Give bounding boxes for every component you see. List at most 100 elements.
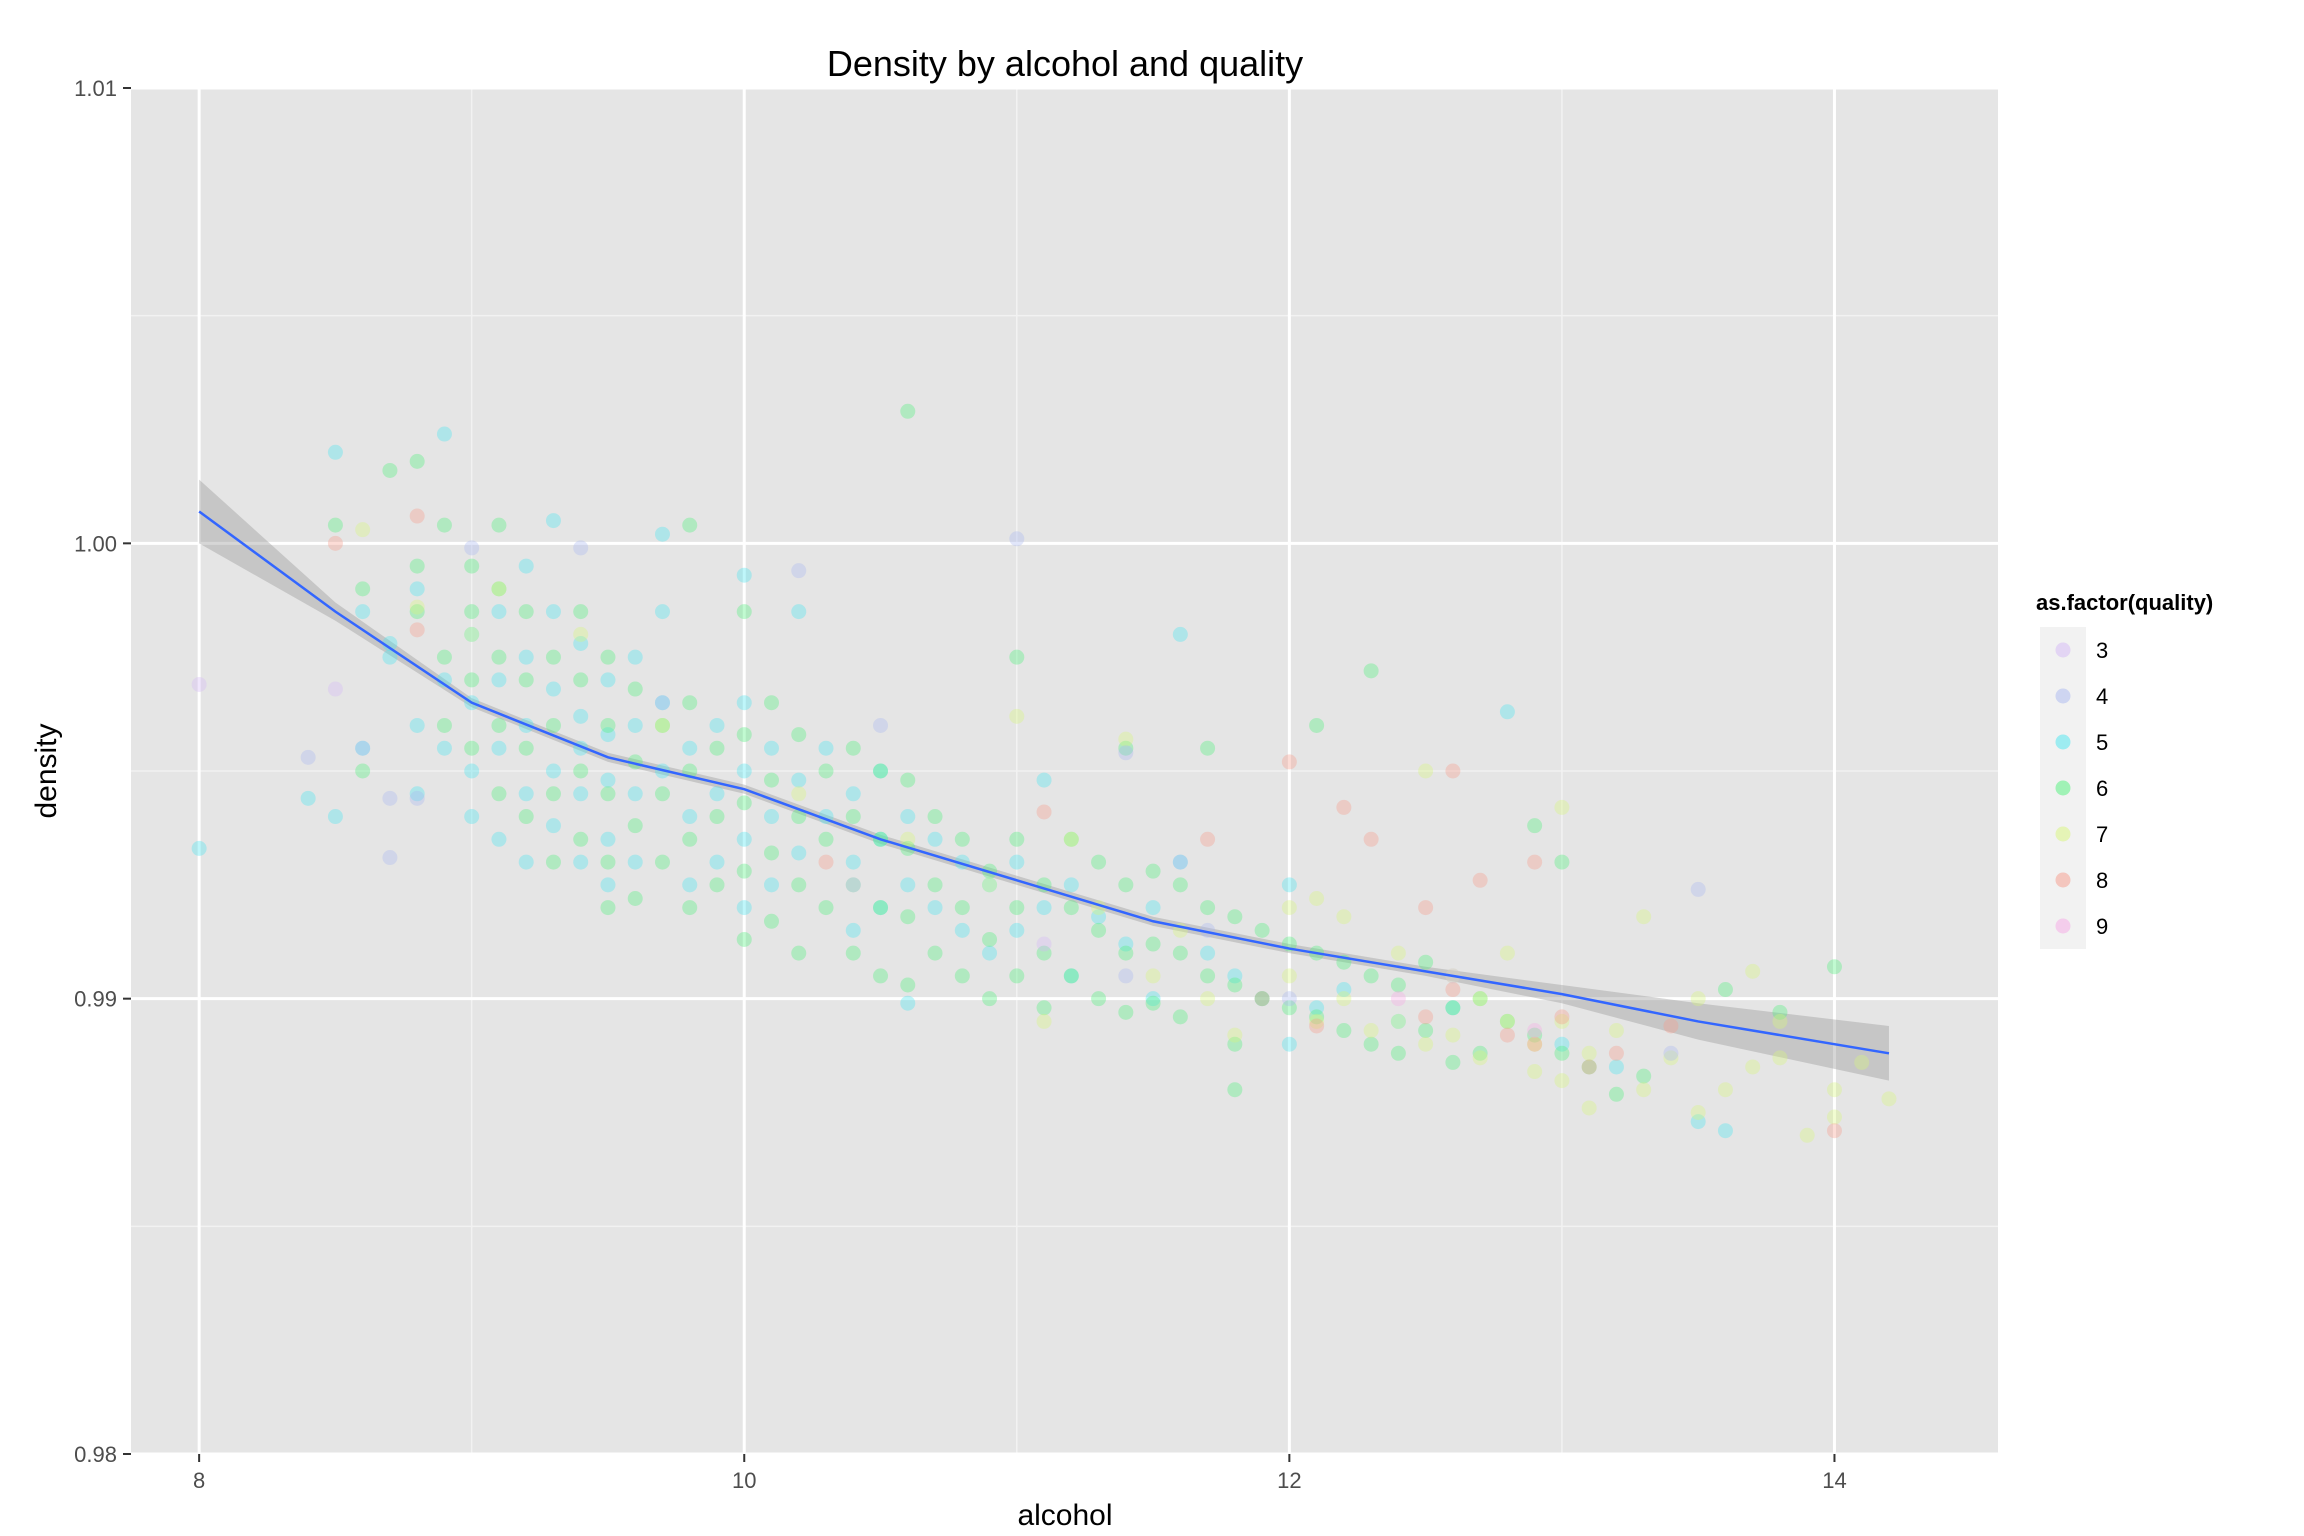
legend-key-8 [2055, 872, 2071, 888]
point-quality-6 [1636, 1068, 1652, 1084]
point-quality-8 [1281, 754, 1297, 770]
point-quality-5 [791, 845, 807, 861]
point-quality-5 [1390, 1013, 1406, 1029]
point-quality-7 [1390, 1013, 1406, 1029]
point-quality-7 [1636, 909, 1652, 925]
point-quality-6 [736, 795, 752, 811]
point-quality-6 [927, 809, 943, 825]
point-quality-8 [1527, 854, 1543, 870]
point-quality-7 [1745, 1059, 1761, 1075]
point-quality-6 [1091, 854, 1107, 870]
point-quality-6 [1118, 877, 1134, 893]
point-quality-6 [518, 740, 534, 756]
point-quality-7 [464, 626, 480, 642]
axes: 0.98 0.99 1.00 1.01 8 10 12 14 [74, 76, 1847, 1493]
point-quality-6 [654, 786, 670, 802]
point-quality-8 [409, 622, 425, 638]
legend-label-4: 4 [2096, 684, 2108, 709]
point-quality-5 [327, 444, 343, 460]
smooth-confidence-band [199, 479, 1889, 1081]
point-quality-6 [654, 854, 670, 870]
point-quality-8 [1499, 1027, 1515, 1043]
point-quality-6 [791, 945, 807, 961]
point-quality-4 [654, 695, 670, 711]
point-quality-6 [573, 763, 589, 779]
point-quality-6 [1036, 945, 1052, 961]
point-quality-9 [1527, 1023, 1543, 1039]
point-quality-7 [1390, 945, 1406, 961]
point-quality-7 [1063, 831, 1079, 847]
point-quality-5 [736, 831, 752, 847]
point-quality-6 [1227, 1036, 1243, 1052]
point-quality-6 [736, 604, 752, 620]
point-quality-5 [600, 772, 616, 788]
point-quality-6 [818, 900, 834, 916]
point-quality-6 [491, 517, 507, 533]
point-quality-5 [1499, 704, 1515, 720]
point-quality-6 [1472, 1045, 1488, 1061]
point-quality-4 [1663, 1045, 1679, 1061]
point-quality-5 [627, 786, 643, 802]
point-quality-6 [1363, 1036, 1379, 1052]
point-quality-8 [1663, 1018, 1679, 1034]
point-quality-7 [1036, 1013, 1052, 1029]
point-quality-6 [873, 763, 889, 779]
point-quality-6 [736, 931, 752, 947]
point-quality-6 [1172, 945, 1188, 961]
point-quality-6 [600, 900, 616, 916]
point-quality-5 [573, 786, 589, 802]
point-quality-5 [845, 854, 861, 870]
point-quality-6 [355, 581, 371, 597]
point-quality-5 [1281, 877, 1297, 893]
point-quality-5 [1717, 1123, 1733, 1139]
point-quality-5 [873, 763, 889, 779]
point-quality-7 [1281, 900, 1297, 916]
point-quality-6 [682, 517, 698, 533]
point-quality-6 [436, 649, 452, 665]
point-quality-5 [382, 649, 398, 665]
legend-key-7 [2055, 826, 2071, 842]
point-quality-6 [1200, 968, 1216, 984]
data-points [191, 403, 1897, 1143]
point-quality-8 [1581, 1059, 1597, 1075]
point-quality-5 [845, 786, 861, 802]
legend-label-6: 6 [2096, 776, 2108, 801]
point-quality-6 [518, 672, 534, 688]
point-quality-4 [464, 540, 480, 556]
point-quality-6 [573, 672, 589, 688]
point-quality-4 [1118, 968, 1134, 984]
point-quality-7 [1200, 991, 1216, 1007]
point-quality-6 [791, 727, 807, 743]
y-tick-label: 1.01 [74, 76, 117, 101]
point-quality-6 [1254, 991, 1270, 1007]
point-quality-5 [1445, 1000, 1461, 1016]
point-quality-6 [1418, 1023, 1434, 1039]
point-quality-5 [873, 900, 889, 916]
point-quality-4 [1009, 531, 1025, 547]
point-quality-6 [1172, 877, 1188, 893]
point-quality-8 [1608, 1045, 1624, 1061]
smooth-line [198, 510, 1890, 1055]
point-quality-7 [1445, 1027, 1461, 1043]
point-quality-6 [1309, 1009, 1325, 1025]
point-quality-3 [191, 676, 207, 692]
point-quality-6 [1717, 982, 1733, 998]
point-quality-6 [1200, 900, 1216, 916]
point-quality-5 [845, 922, 861, 938]
point-quality-5 [682, 877, 698, 893]
point-quality-7 [409, 599, 425, 615]
point-quality-6 [545, 717, 561, 733]
point-quality-7 [1608, 1023, 1624, 1039]
point-quality-5 [491, 672, 507, 688]
point-quality-5 [491, 604, 507, 620]
point-quality-7 [1336, 909, 1352, 925]
point-quality-6 [1091, 991, 1107, 1007]
point-quality-6 [1036, 1000, 1052, 1016]
point-quality-5 [764, 740, 780, 756]
point-quality-6 [927, 877, 943, 893]
point-quality-7 [1472, 991, 1488, 1007]
x-tick-label: 10 [732, 1468, 756, 1493]
point-quality-6 [1227, 1082, 1243, 1098]
point-quality-6 [1363, 968, 1379, 984]
